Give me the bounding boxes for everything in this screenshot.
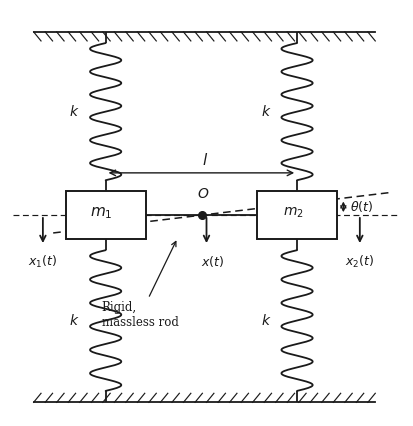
Text: $k$: $k$ [261,313,271,328]
Bar [66,191,146,239]
Text: $k$: $k$ [69,104,80,119]
Text: Rigid,
massless rod: Rigid, massless rod [102,242,178,329]
Text: $k$: $k$ [261,104,271,119]
Text: $O$: $O$ [197,187,209,201]
Text: $k$: $k$ [69,313,80,328]
Text: $l$: $l$ [202,152,209,168]
Text: $x_2(t)$: $x_2(t)$ [345,254,375,270]
Text: $m_2$: $m_2$ [282,206,303,220]
Bar [257,191,337,239]
Text: $x(t)$: $x(t)$ [201,254,224,269]
Text: $x_1(t)$: $x_1(t)$ [28,254,57,270]
Text: $\theta(t)$: $\theta(t)$ [349,199,373,214]
Text: $m_1$: $m_1$ [90,205,113,221]
